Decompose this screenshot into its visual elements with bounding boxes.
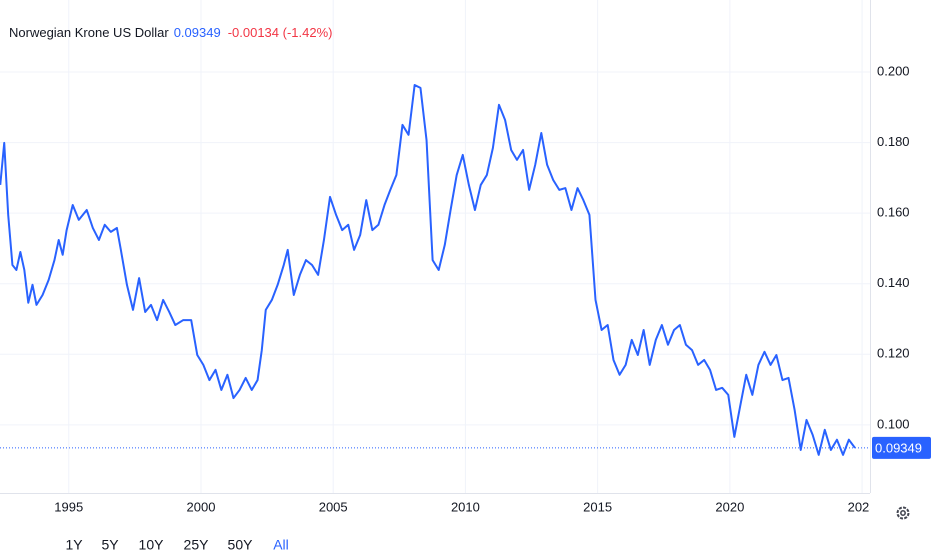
y-tick-label: 0.180 <box>877 134 910 149</box>
x-tick-label: 2025 <box>848 499 877 514</box>
y-tick-label: 0.140 <box>877 275 910 290</box>
range-button[interactable]: All <box>273 537 289 553</box>
x-tick-label: 2005 <box>319 499 348 514</box>
range-button[interactable]: 25Y <box>184 537 210 553</box>
y-tick-label: 0.100 <box>877 416 910 431</box>
x-tick-label: 1995 <box>54 499 83 514</box>
range-button[interactable]: 50Y <box>228 537 254 553</box>
y-tick-label: 0.160 <box>877 205 910 220</box>
x-tick-label: 2020 <box>715 499 744 514</box>
gear-hole <box>900 510 906 516</box>
range-button[interactable]: 5Y <box>101 537 119 553</box>
y-tick-label: 0.120 <box>877 346 910 361</box>
range-button[interactable]: 10Y <box>139 537 165 553</box>
symbol-title: Norwegian Krone US Dollar <box>9 25 169 40</box>
last-price: 0.09349 <box>174 25 221 40</box>
settings-icon[interactable] <box>896 506 910 520</box>
price-line <box>0 84 856 456</box>
price-change: -0.00134 (-1.42%) <box>228 25 333 40</box>
last-price-label: 0.09349 <box>875 440 922 455</box>
x-tick-label: 2010 <box>451 499 480 514</box>
x-axis-labels: 1995 2000 2005 2010 2015 2020 2025 <box>54 499 877 514</box>
y-tick-label: 0.200 <box>877 63 910 78</box>
x-tick-label: 2000 <box>187 499 216 514</box>
range-button[interactable]: 1Y <box>65 537 83 553</box>
gear-teeth <box>896 506 910 520</box>
x-tick-label: 2015 <box>583 499 612 514</box>
legend-header: Norwegian Krone US Dollar 0.09349 -0.00134… <box>9 25 332 40</box>
last-price-box <box>872 436 931 459</box>
